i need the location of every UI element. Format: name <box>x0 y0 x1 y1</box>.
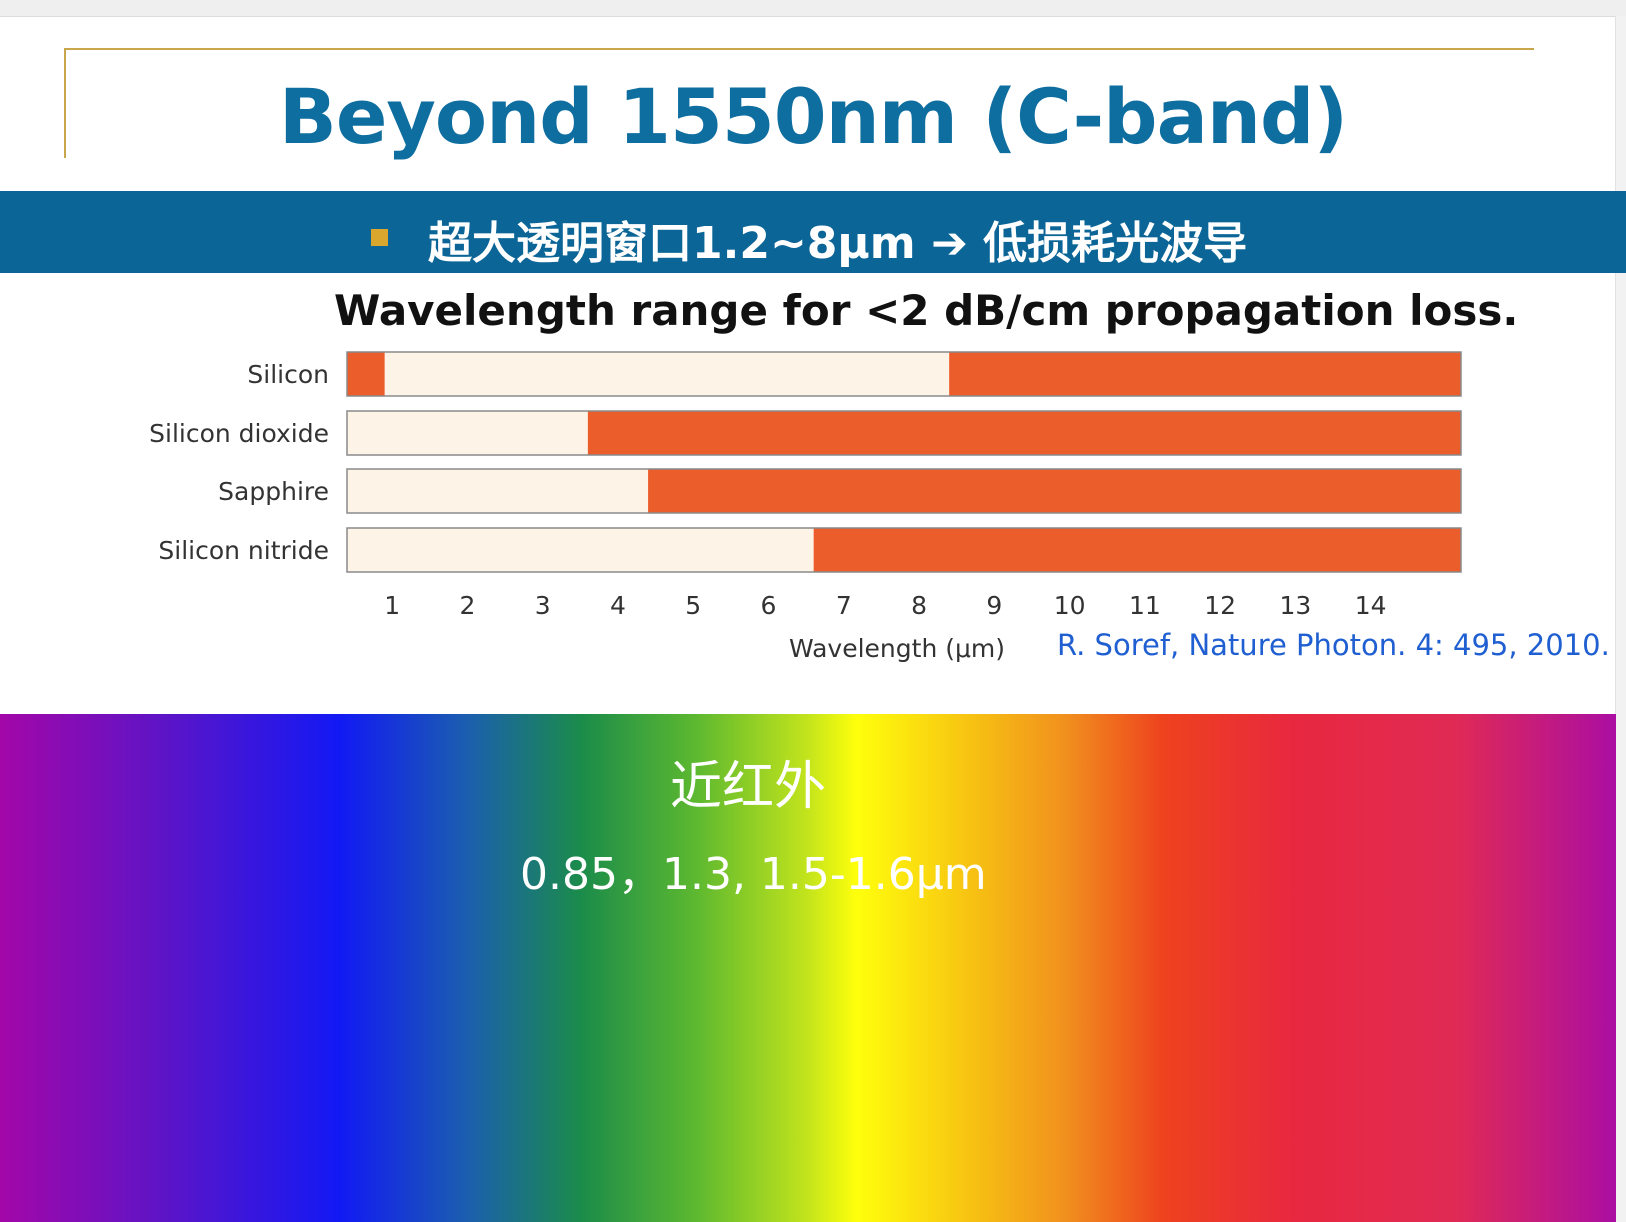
x-tick-label-8: 8 <box>911 591 927 620</box>
x-tick-label-11: 11 <box>1129 591 1161 620</box>
spectrum-band <box>0 714 1616 1222</box>
bar-border-silicon-dioxide <box>346 410 1462 456</box>
slide-title: Beyond 1550nm (C-band) <box>278 72 1348 161</box>
bullet-square-icon <box>371 229 388 246</box>
window-right-scrollbar[interactable] <box>1615 16 1626 1222</box>
wavelength-range-chart: Silicon Silicon dioxide Sapphire Silicon ni… <box>149 351 1462 663</box>
banner: 超大透明窗口1.2~8μm ➔ 低损耗光波导 <box>0 191 1626 273</box>
x-tick-label-4: 4 <box>610 591 626 620</box>
x-tick-label-5: 5 <box>685 591 701 620</box>
x-tick-label-13: 13 <box>1279 591 1311 620</box>
bar-border-sapphire <box>346 468 1462 514</box>
low-loss-window-silicon-nitride <box>347 528 814 572</box>
bar-border-silicon-nitride <box>346 527 1462 573</box>
category-label-silicon-dioxide: Silicon dioxide <box>149 419 329 448</box>
citation-link[interactable]: R. Soref, Nature Photon. 4: 495, 2010. <box>1057 628 1610 662</box>
x-tick-label-7: 7 <box>836 591 852 620</box>
near-infrared-wavelengths: 0.85，1.3, 1.5-1.6μm <box>520 849 987 900</box>
x-axis-label: Wavelength (μm) <box>789 634 1005 663</box>
x-tick-label-6: 6 <box>761 591 777 620</box>
x-tick-label-10: 10 <box>1054 591 1086 620</box>
x-tick-label-2: 2 <box>459 591 475 620</box>
low-loss-window-silicon-dioxide <box>347 411 588 455</box>
x-tick-label-12: 12 <box>1204 591 1236 620</box>
x-tick-label-1: 1 <box>384 591 400 620</box>
near-infrared-label: 近红外 <box>670 757 827 817</box>
window-top-strip <box>0 0 1626 17</box>
title-frame-left-line <box>64 48 66 158</box>
category-label-silicon-nitride: Silicon nitride <box>158 536 329 565</box>
low-loss-window-silicon <box>384 352 950 396</box>
title-frame-top-line <box>64 48 1534 50</box>
category-label-sapphire: Sapphire <box>218 477 329 506</box>
banner-text: 超大透明窗口1.2~8μm ➔ 低损耗光波导 <box>428 218 1248 269</box>
chart-title: Wavelength range for <2 dB/cm propagatio… <box>334 286 1519 335</box>
category-label-silicon: Silicon <box>247 360 329 389</box>
low-loss-window-sapphire <box>347 469 649 513</box>
x-tick-label-14: 14 <box>1355 591 1387 620</box>
x-tick-label-3: 3 <box>535 591 551 620</box>
x-tick-label-9: 9 <box>986 591 1002 620</box>
bar-border-silicon <box>346 351 1462 397</box>
